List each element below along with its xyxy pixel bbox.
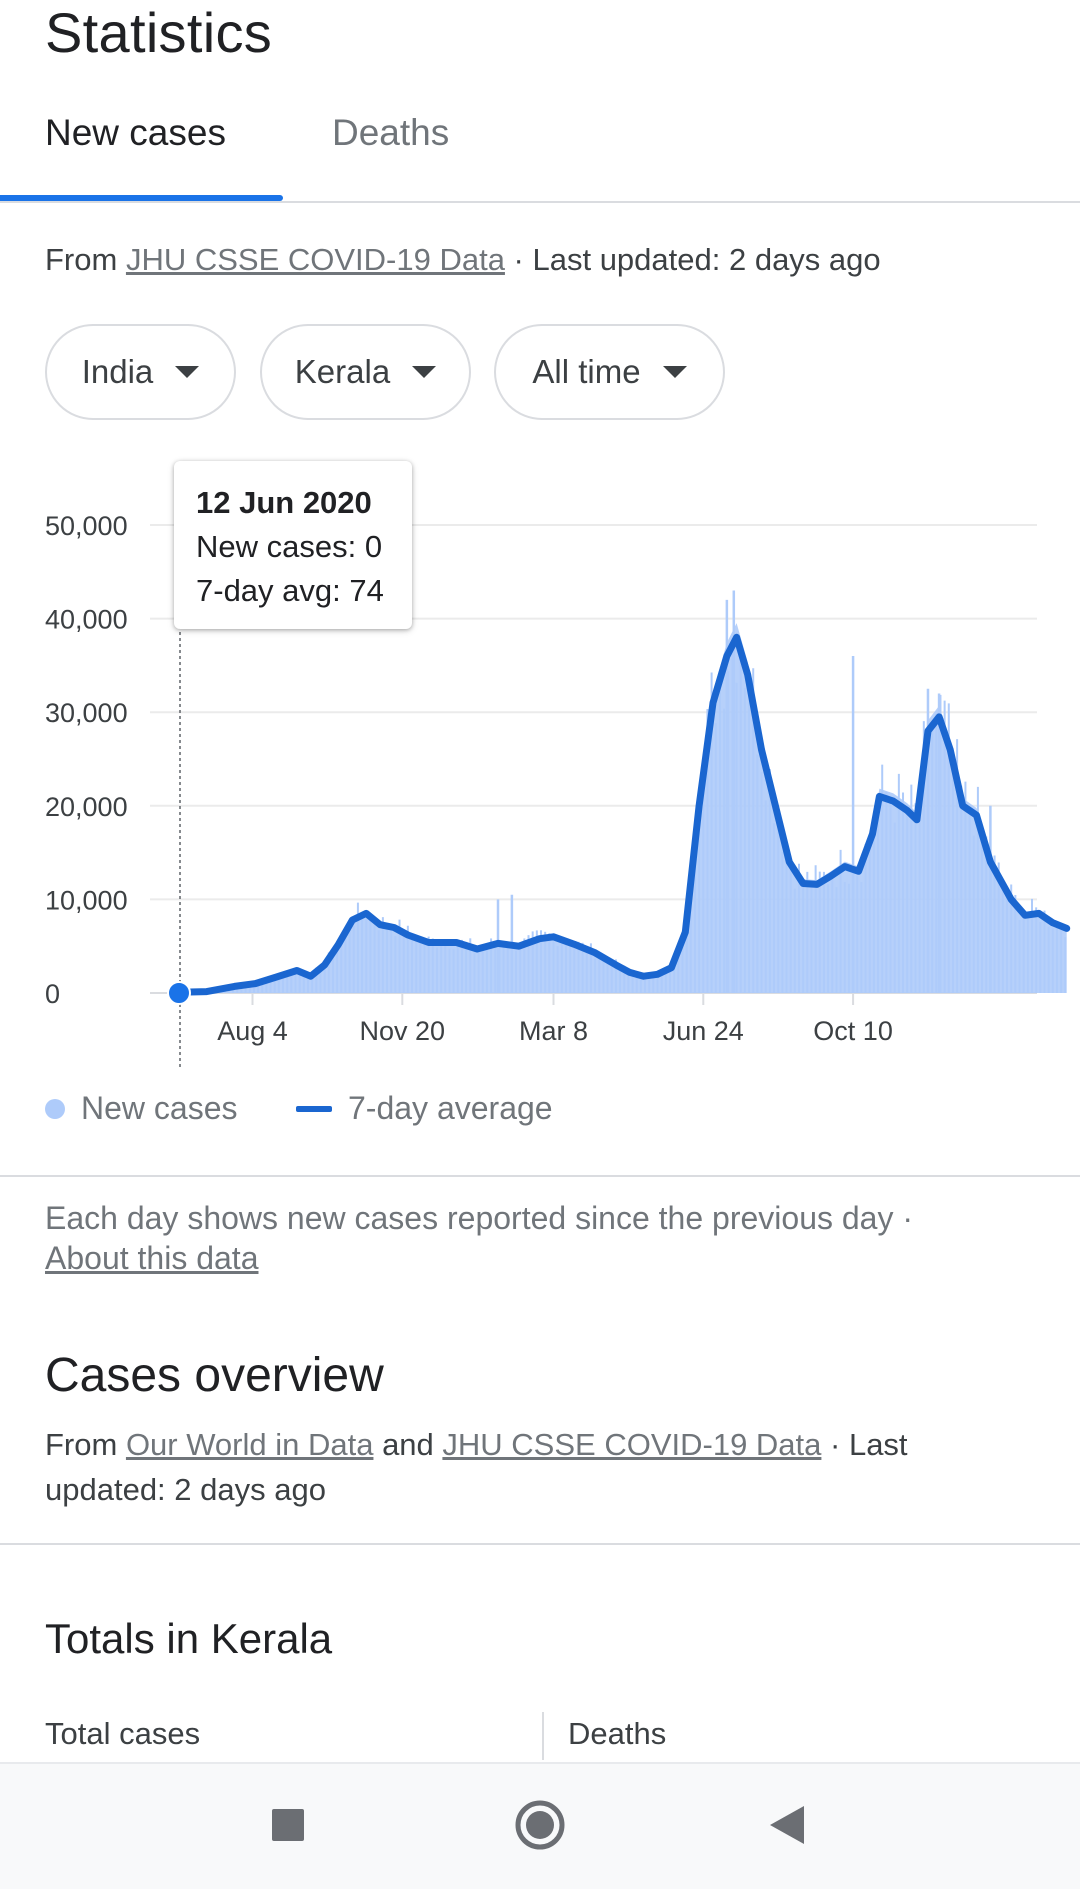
total-cases-label: Total cases (45, 1716, 201, 1751)
y-tick-label: 40,000 (45, 605, 128, 635)
triangle-back-icon[interactable] (770, 1806, 804, 1844)
tab-divider (0, 201, 1080, 203)
data-note-text: Each day shows new cases reported since … (45, 1200, 894, 1236)
legend-line-icon (296, 1105, 332, 1112)
new-cases-chart[interactable]: 50,000 40,000 30,000 20,000 10,000 0 Aug 4 Nov… (0, 440, 1080, 1080)
tab-deaths[interactable]: Deaths (332, 112, 450, 153)
data-source-line: From JHU CSSE COVID-19 Data · Last updat… (45, 242, 881, 278)
overview-and: and (373, 1427, 443, 1462)
y-axis-labels: 50,000 40,000 30,000 20,000 10,000 0 (45, 511, 128, 1009)
tooltip-date: 12 Jun 2020 (196, 485, 372, 520)
legend-dot-icon (45, 1098, 65, 1119)
chevron-down-icon (662, 366, 687, 378)
data-note-separator: · (893, 1200, 914, 1236)
tooltip-new-cases: New cases: 0 (196, 529, 383, 564)
region-dropdown-label: Kerala (294, 353, 391, 390)
x-tick-label: Oct 10 (813, 1016, 893, 1046)
chevron-down-icon (412, 366, 437, 378)
page-title: Statistics (45, 1, 273, 64)
data-note: Each day shows new cases reported since … (45, 1198, 1045, 1278)
tab-new-cases[interactable]: New cases (45, 112, 226, 153)
x-tick-label: Nov 20 (360, 1016, 446, 1046)
jhu-link[interactable]: JHU CSSE COVID-19 Data (442, 1427, 822, 1462)
owid-link[interactable]: Our World in Data (125, 1427, 374, 1462)
chart-tooltip: 12 Jun 2020 New cases: 0 7-day avg: 74 (174, 461, 412, 629)
cases-overview-title: Cases overview (45, 1349, 384, 1402)
totals-title: Totals in Kerala (45, 1615, 333, 1662)
y-tick-label: 20,000 (45, 792, 128, 822)
legend-seven-day-average: 7-day average (296, 1090, 553, 1127)
last-updated-text: · Last updated: 2 days ago (504, 242, 881, 277)
about-this-data-link[interactable]: About this data (45, 1240, 259, 1276)
nav-buttons (272, 1800, 804, 1850)
overview-source-line: From Our World in Data and JHU CSSE COVI… (45, 1422, 995, 1512)
y-tick-label: 0 (45, 979, 60, 1009)
new-cases-area (179, 623, 1067, 993)
section-divider (0, 1543, 1080, 1545)
source-prefix: From (45, 242, 126, 277)
y-tick-label: 30,000 (45, 698, 128, 728)
legend-average-label: 7-day average (348, 1090, 553, 1126)
circle-home-icon[interactable] (515, 1800, 565, 1850)
overview-updated: · Last updated: 2 days ago (45, 1427, 908, 1507)
circle-home-inner-icon (526, 1811, 554, 1839)
legend-new-cases: New cases (45, 1090, 238, 1127)
y-tick-label: 10,000 (45, 885, 128, 915)
time-range-dropdown-label: All time (532, 353, 641, 390)
deaths-label: Deaths (568, 1716, 667, 1751)
x-axis-ticks: Aug 4 Nov 20 Mar 8 Jun 24 Oct 10 (217, 993, 893, 1046)
square-icon[interactable] (272, 1809, 304, 1841)
chevron-down-icon (175, 366, 200, 378)
section-divider (0, 1175, 1080, 1177)
country-dropdown[interactable]: India (45, 324, 236, 420)
legend-new-cases-label: New cases (81, 1090, 238, 1126)
country-dropdown-label: India (81, 353, 154, 390)
x-tick-label: Aug 4 (217, 1016, 288, 1046)
overview-from: From (45, 1427, 126, 1462)
hover-point (167, 981, 191, 1005)
active-tab-indicator (0, 195, 283, 201)
time-range-dropdown[interactable]: All time (494, 324, 725, 420)
column-separator (542, 1712, 544, 1760)
android-nav-bar (0, 1762, 1080, 1889)
region-dropdown[interactable]: Kerala (260, 324, 471, 420)
jhu-source-link[interactable]: JHU CSSE COVID-19 Data (125, 242, 505, 277)
x-tick-label: Jun 24 (663, 1016, 744, 1046)
x-tick-label: Mar 8 (519, 1016, 588, 1046)
seven-day-average-line (175, 633, 1071, 996)
y-tick-label: 50,000 (45, 511, 128, 541)
tooltip-avg: 7-day avg: 74 (196, 573, 384, 608)
